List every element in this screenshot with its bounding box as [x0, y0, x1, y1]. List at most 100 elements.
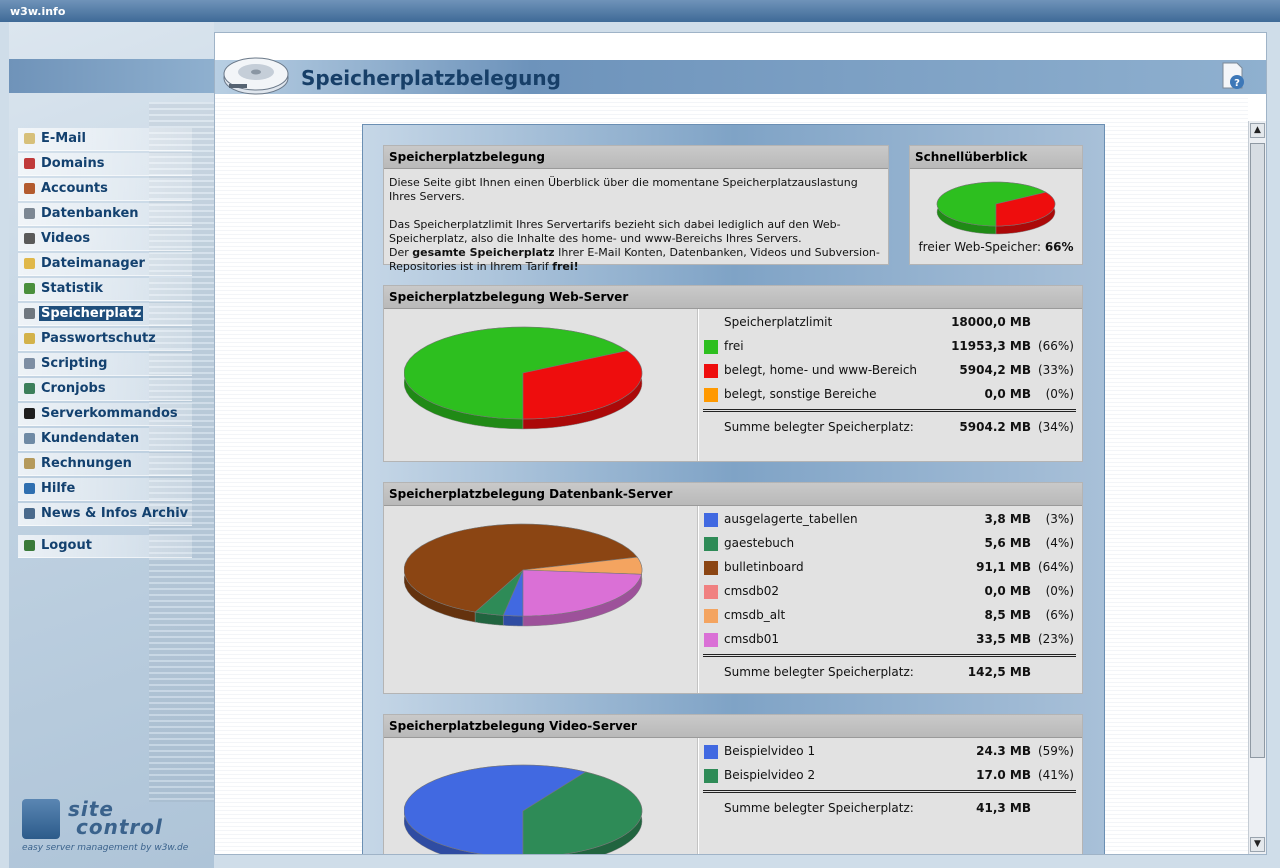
- sidebar-item-datenbanken[interactable]: Datenbanken: [18, 203, 192, 226]
- help-document-icon[interactable]: ?: [1220, 61, 1246, 91]
- legend-label: belegt, sonstige Bereiche: [724, 387, 877, 401]
- legend-row: bulletinboard 91,1 MB (64%): [697, 556, 1082, 580]
- legend-percent: (6%): [1045, 608, 1074, 622]
- sidebar-item-kundendaten[interactable]: Kundendaten: [18, 428, 192, 451]
- legend-swatch: [704, 537, 718, 551]
- database-icon: [24, 208, 35, 219]
- legend-percent: (0%): [1045, 584, 1074, 598]
- legend-row: frei 11953,3 MB (66%): [697, 335, 1082, 359]
- logo-line1: site: [68, 797, 114, 821]
- sidebar-item-label: Scripting: [41, 356, 108, 371]
- legend-row: belegt, sonstige Bereiche 0,0 MB (0%): [697, 383, 1082, 407]
- sidebar-gap: [18, 528, 192, 535]
- legend-label: cmsdb02: [724, 584, 780, 598]
- legend-swatch: [704, 745, 718, 759]
- legend-value: 0,0 MB: [984, 584, 1031, 598]
- lock-icon: [24, 333, 35, 344]
- sidebar-item-scripting[interactable]: Scripting: [18, 353, 192, 376]
- legend-value: 41,3 MB: [976, 801, 1031, 815]
- scroll-down-button[interactable]: ▼: [1250, 837, 1265, 852]
- sidebar-item-news-infos-archiv[interactable]: News & Infos Archiv: [18, 503, 192, 526]
- legend-swatch: [704, 609, 718, 623]
- legend-value: 8,5 MB: [984, 608, 1031, 622]
- legend-row: cmsdb01 33,5 MB (23%): [697, 628, 1082, 652]
- legend-value: 5904.2 MB: [959, 420, 1031, 434]
- sidebar-item-label: News & Infos Archiv: [41, 506, 189, 521]
- video-divider: [697, 738, 699, 854]
- sidebar-item-passwortschutz[interactable]: Passwortschutz: [18, 328, 192, 351]
- script-icon: [24, 358, 35, 369]
- legend-value: 91,1 MB: [976, 560, 1031, 574]
- window-title: w3w.info: [10, 5, 66, 18]
- overview-pie-slice: [995, 191, 1056, 227]
- sidebar-item-speicherplatz[interactable]: Speicherplatz: [18, 303, 192, 326]
- legend-row: ausgelagerte_tabellen 3,8 MB (3%): [697, 508, 1082, 532]
- clock-icon: [24, 383, 35, 394]
- sidebar-item-hilfe[interactable]: Hilfe: [18, 478, 192, 501]
- overview-pie-slice: [936, 181, 1047, 227]
- sidebar-item-cronjobs[interactable]: Cronjobs: [18, 378, 192, 401]
- logo-line2: control: [76, 815, 163, 839]
- sidebar-item-accounts[interactable]: Accounts: [18, 178, 192, 201]
- sidebar-item-label: Cronjobs: [41, 381, 106, 396]
- legend-percent: (64%): [1037, 560, 1074, 574]
- main-frame: Speicherplatzbelegung ? ▲ ▼ Speicherplat…: [214, 32, 1267, 855]
- legend-value: 5904,2 MB: [959, 363, 1031, 377]
- sidebar-header-stripe: [9, 59, 214, 93]
- folder-icon: [24, 258, 35, 269]
- sidebar-item-label: Datenbanken: [41, 206, 139, 221]
- legend-percent: (0%): [1045, 387, 1074, 401]
- sidebar-item-logout[interactable]: Logout: [18, 535, 192, 558]
- intro-box: Speicherplatzbelegung Diese Seite gibt I…: [383, 145, 889, 273]
- overview-caption-label: freier Web-Speicher:: [918, 240, 1045, 254]
- sidebar-item-label: Speicherplatz: [39, 306, 144, 321]
- legend-value: 11953,3 MB: [951, 339, 1031, 353]
- overview-caption-value: 66%: [1044, 240, 1074, 254]
- legend-label: Summe belegter Speicherplatz:: [724, 665, 914, 679]
- legend-row: cmsdb_alt 8,5 MB (6%): [697, 604, 1082, 628]
- db-pie-chart: [404, 523, 643, 627]
- legend-percent: (4%): [1045, 536, 1074, 550]
- intro-p3-prefix: Der: [389, 246, 413, 259]
- sidebar-item-domains[interactable]: Domains: [18, 153, 192, 176]
- legend-row: Beispielvideo 1 24.3 MB (59%): [697, 740, 1082, 764]
- db-divider: [697, 506, 699, 693]
- intro-p3-bold: gesamte Speicherplatz: [412, 246, 555, 259]
- sidebar-item-dateimanager[interactable]: Dateimanager: [18, 253, 192, 276]
- legend-percent: (66%): [1037, 339, 1074, 353]
- sidebar-item-rechnungen[interactable]: Rechnungen: [18, 453, 192, 476]
- legend-row: cmsdb02 0,0 MB (0%): [697, 580, 1082, 604]
- vertical-scrollbar[interactable]: ▲ ▼: [1248, 121, 1266, 854]
- scrollbar-thumb[interactable]: [1250, 143, 1265, 758]
- legend-separator: [703, 790, 1076, 793]
- legend-percent: (41%): [1037, 768, 1074, 782]
- legend-swatch: [704, 769, 718, 783]
- legend-value: 3,8 MB: [984, 512, 1031, 526]
- scroll-up-button[interactable]: ▲: [1250, 123, 1265, 138]
- sidebar-item-label: Accounts: [41, 181, 108, 196]
- sidebar-item-serverkommandos[interactable]: Serverkommandos: [18, 403, 192, 426]
- legend-value: 24.3 MB: [976, 744, 1031, 758]
- sidebar-item-videos[interactable]: Videos: [18, 228, 192, 251]
- logo-tagline: easy server management by w3w.de: [22, 843, 189, 853]
- video-pie-chart: [404, 764, 643, 854]
- legend-row: Beispielvideo 2 17.0 MB (41%): [697, 764, 1082, 788]
- sidebar-item-label: Domains: [41, 156, 105, 171]
- sidebar-item-e-mail[interactable]: E-Mail: [18, 128, 192, 151]
- sidebar-item-statistik[interactable]: Statistik: [18, 278, 192, 301]
- terminal-icon: [24, 408, 35, 419]
- legend-label: Summe belegter Speicherplatz:: [724, 801, 914, 815]
- sidebar-item-label: Kundendaten: [41, 431, 140, 446]
- video-heading: Speicherplatzbelegung Video-Server: [384, 715, 1082, 738]
- overview-box: Schnellüberblick freier Web-Speicher: 66…: [909, 145, 1083, 265]
- statistics-icon: [24, 283, 35, 294]
- legend-label: belegt, home- und www-Bereich: [724, 363, 918, 377]
- legend-swatch: [704, 364, 718, 378]
- legend-percent: (34%): [1037, 420, 1074, 434]
- info-icon: [24, 508, 35, 519]
- sidebar-item-label: Dateimanager: [41, 256, 145, 271]
- intro-p3-bold2: frei!: [552, 260, 579, 273]
- svg-text:?: ?: [1234, 78, 1240, 89]
- intro-p3-mid: Ihrer E-Mail Konten, Datenbanken, Videos…: [389, 246, 880, 273]
- page-header: Speicherplatzbelegung ?: [215, 57, 1266, 95]
